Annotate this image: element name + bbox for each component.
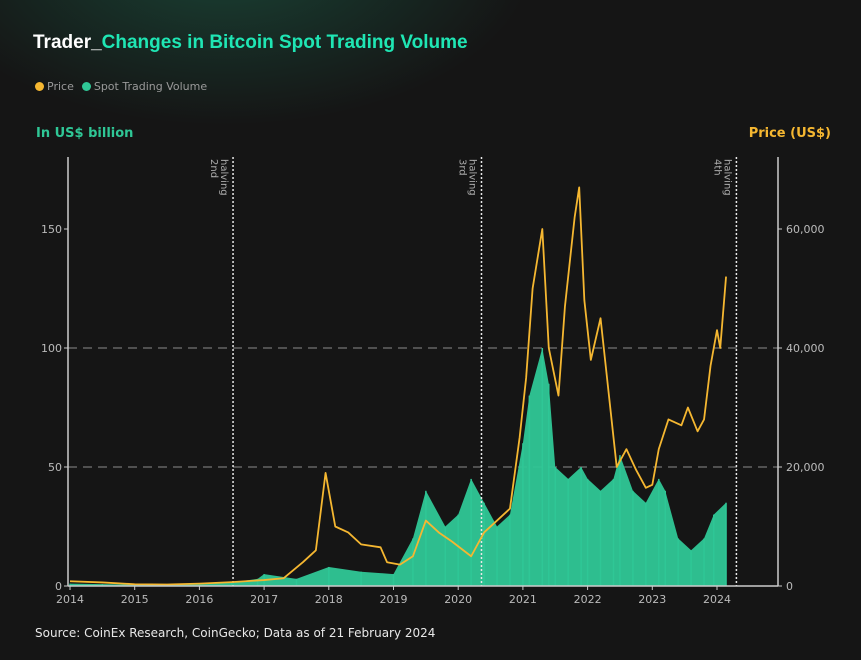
x-tick-label: 2019 [380, 593, 408, 606]
left-tick-label: 0 [55, 580, 62, 593]
right-tick-label: 40,000 [786, 342, 825, 355]
legend-price-label: Price [47, 80, 74, 93]
x-tick-label: 2015 [121, 593, 149, 606]
legend-price: Price [35, 80, 74, 93]
x-tick-label: 2017 [250, 593, 278, 606]
x-tick-label: 2018 [315, 593, 343, 606]
x-tick-label: 2024 [703, 593, 731, 606]
x-tick-label: 2023 [638, 593, 666, 606]
x-tick-label: 2021 [509, 593, 537, 606]
chart-title: Trader_Changes in Bitcoin Spot Trading V… [33, 32, 468, 54]
halving-label: halving [218, 159, 229, 196]
price-line [69, 186, 727, 586]
halving-label: halving [721, 159, 732, 196]
left-tick-label: 50 [48, 461, 62, 474]
source-note: Source: CoinEx Research, CoinGecko; Data… [35, 626, 436, 640]
left-tick-label: 150 [41, 223, 62, 236]
left-axis-label: In US$ billion [36, 126, 134, 141]
legend: Price Spot Trading Volume [35, 80, 207, 93]
halving-label: 2nd [208, 159, 219, 178]
volume-area [70, 348, 727, 586]
x-tick-label: 2022 [574, 593, 602, 606]
price-dot-icon [35, 82, 44, 91]
x-tick-label: 2016 [185, 593, 213, 606]
right-axis-label: Price (US$) [748, 126, 831, 141]
halving-label: halving [466, 159, 477, 196]
x-tick-label: 2014 [56, 593, 84, 606]
right-tick-label: 0 [786, 580, 793, 593]
halving-label: 4th [711, 159, 722, 176]
volume-dot-icon [81, 82, 91, 91]
legend-volume: Spot Trading Volume [81, 80, 208, 93]
right-tick-label: 60,000 [786, 223, 825, 236]
header-glow [0, 0, 560, 140]
legend-volume-label: Spot Trading Volume [93, 80, 208, 93]
left-tick-label: 100 [41, 342, 62, 355]
right-tick-label: 20,000 [786, 461, 825, 474]
title-prefix: Trader_ [33, 32, 102, 53]
x-tick-label: 2020 [444, 593, 472, 606]
halving-label: 3rd [456, 159, 467, 176]
title-main: Changes in Bitcoin Spot Trading Volume [101, 32, 468, 53]
